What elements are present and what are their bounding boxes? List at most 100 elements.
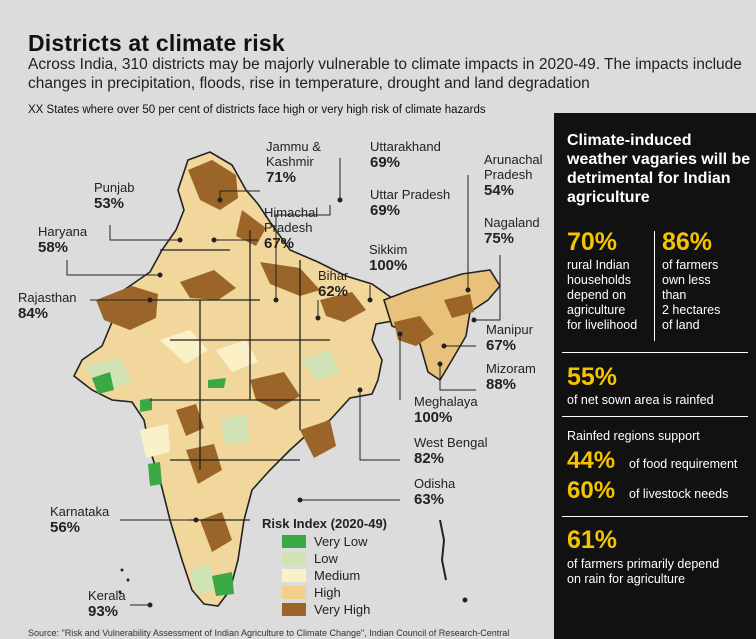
stat-line: households	[567, 273, 631, 287]
label-jammu-kashmir: Jammu & Kashmir 71%	[266, 139, 321, 187]
state-name: Odisha	[414, 476, 456, 491]
state-name: Meghalaya	[414, 394, 478, 409]
label-himachal: Himachal Pradesh 67%	[264, 205, 318, 253]
agriculture-panel: Climate-induced weather vagaries will be…	[554, 113, 756, 639]
state-name: Sikkim	[369, 242, 408, 257]
stat-line: than	[662, 288, 687, 302]
state-pct: 100%	[369, 257, 408, 274]
label-punjab: Punjab 53%	[94, 180, 134, 213]
stat-rural-value: 70%	[567, 228, 618, 256]
state-name: Kerala	[88, 588, 126, 603]
label-karnataka: Karnataka 56%	[50, 504, 109, 537]
state-name: Karnataka	[50, 504, 110, 519]
state-name: Punjab	[94, 180, 135, 195]
label-kerala: Kerala 93%	[88, 588, 126, 621]
stat-rain-value: 61%	[567, 526, 618, 554]
legend-swatch	[282, 552, 306, 565]
state-name: Arunachal	[484, 152, 543, 167]
stat-line: of land	[662, 318, 700, 332]
panel-divider	[562, 416, 748, 417]
state-name-2: Kashmir	[266, 154, 314, 169]
state-pct: 71%	[266, 169, 297, 186]
legend-swatch	[282, 569, 306, 582]
stat-farmers-value: 86%	[662, 228, 713, 256]
stat-line: 2 hectares	[662, 303, 721, 317]
state-name: Uttar Pradesh	[370, 187, 451, 202]
panel-divider	[562, 352, 748, 353]
state-name: Nagaland	[484, 215, 540, 230]
stat-food-text: of food requirement	[629, 457, 738, 471]
legend-swatch	[282, 535, 306, 548]
state-pct: 56%	[50, 519, 81, 536]
stat-line: of farmers	[662, 258, 719, 272]
state-name: Uttarakhand	[370, 139, 441, 154]
stat-rainfed-text: of net sown area is rainfed	[567, 393, 714, 407]
stat-line: rural Indian	[567, 258, 630, 272]
label-mizoram: Mizoram 88%	[486, 361, 536, 394]
state-pct: 69%	[370, 154, 401, 171]
label-haryana: Haryana 58%	[38, 224, 87, 257]
state-pct: 88%	[486, 376, 517, 393]
states-note: XX States where over 50 per cent of dist…	[28, 104, 486, 116]
label-west-bengal: West Bengal 82%	[414, 435, 487, 468]
panel-divider	[562, 516, 748, 517]
stat-line: for livelihood	[567, 318, 638, 332]
stat-livestock-text: of livestock needs	[629, 487, 729, 501]
stat-rainfed-value: 55%	[567, 363, 618, 391]
legend-label: Very Low	[314, 534, 368, 549]
state-pct: 62%	[318, 283, 349, 300]
state-name: Haryana	[38, 224, 88, 239]
stat-line: agriculture	[567, 303, 626, 317]
state-name-2: Pradesh	[264, 220, 313, 235]
state-name: Rajasthan	[18, 290, 77, 305]
state-pct: 67%	[486, 337, 517, 354]
state-pct: 54%	[484, 182, 515, 199]
label-arunachal: Arunachal Pradesh 54%	[484, 152, 543, 200]
state-name: West Bengal	[414, 435, 488, 450]
state-pct: 100%	[414, 409, 453, 426]
label-nagaland: Nagaland 75%	[484, 215, 540, 248]
legend-swatch	[282, 586, 306, 599]
state-name: Himachal	[264, 205, 319, 220]
stat-livestock-value: 60%	[567, 477, 616, 504]
panel-divider-vertical	[654, 231, 655, 341]
state-pct: 69%	[370, 202, 401, 219]
label-manipur: Manipur 67%	[486, 322, 533, 355]
label-bihar: Bihar 62%	[318, 268, 348, 301]
label-sikkim: Sikkim 100%	[369, 242, 407, 275]
stat-line: own less	[662, 273, 711, 287]
legend-label: Low	[314, 551, 338, 566]
state-name: Bihar	[318, 268, 349, 283]
label-meghalaya: Meghalaya 100%	[414, 394, 478, 427]
stat-food-value: 44%	[567, 447, 616, 474]
stat-line: of farmers primarily depend	[567, 557, 720, 571]
stat-rain-text: of farmers primarily depend on rain for …	[567, 557, 719, 587]
state-pct: 63%	[414, 491, 445, 508]
state-pct: 67%	[264, 235, 295, 252]
india-outline	[72, 151, 406, 607]
state-pct: 93%	[88, 603, 119, 620]
label-odisha: Odisha 63%	[414, 476, 455, 509]
state-name: Manipur	[486, 322, 533, 337]
legend-label: Medium	[314, 568, 361, 583]
state-pct: 58%	[38, 239, 69, 256]
legend-label: High	[314, 585, 341, 600]
state-name: Mizoram	[486, 361, 536, 376]
stat-line: on rain for agriculture	[567, 572, 686, 586]
state-pct: 53%	[94, 195, 125, 212]
page-title: Districts at climate risk	[28, 30, 285, 56]
stat-rural-text: rural Indian households depend on agricu…	[567, 258, 637, 333]
rainfed-heading: Rainfed regions support	[567, 429, 700, 443]
state-pct: 75%	[484, 230, 515, 247]
stat-line: depend on	[567, 288, 627, 302]
source-note: Source: "Risk and Vulnerability Assessme…	[28, 628, 510, 638]
label-rajasthan: Rajasthan 84%	[18, 290, 77, 323]
india-risk-map	[66, 151, 501, 608]
label-uttar-pradesh: Uttar Pradesh 69%	[370, 187, 450, 220]
panel-title: Climate-induced weather vagaries will be…	[567, 132, 751, 206]
legend-swatch	[282, 603, 306, 616]
legend-title: Risk Index (2020-49)	[262, 516, 388, 531]
state-name-2: Pradesh	[484, 167, 533, 182]
state-pct: 84%	[18, 305, 49, 322]
stat-farmers-text: of farmers own less than 2 hectares of l…	[662, 258, 720, 333]
